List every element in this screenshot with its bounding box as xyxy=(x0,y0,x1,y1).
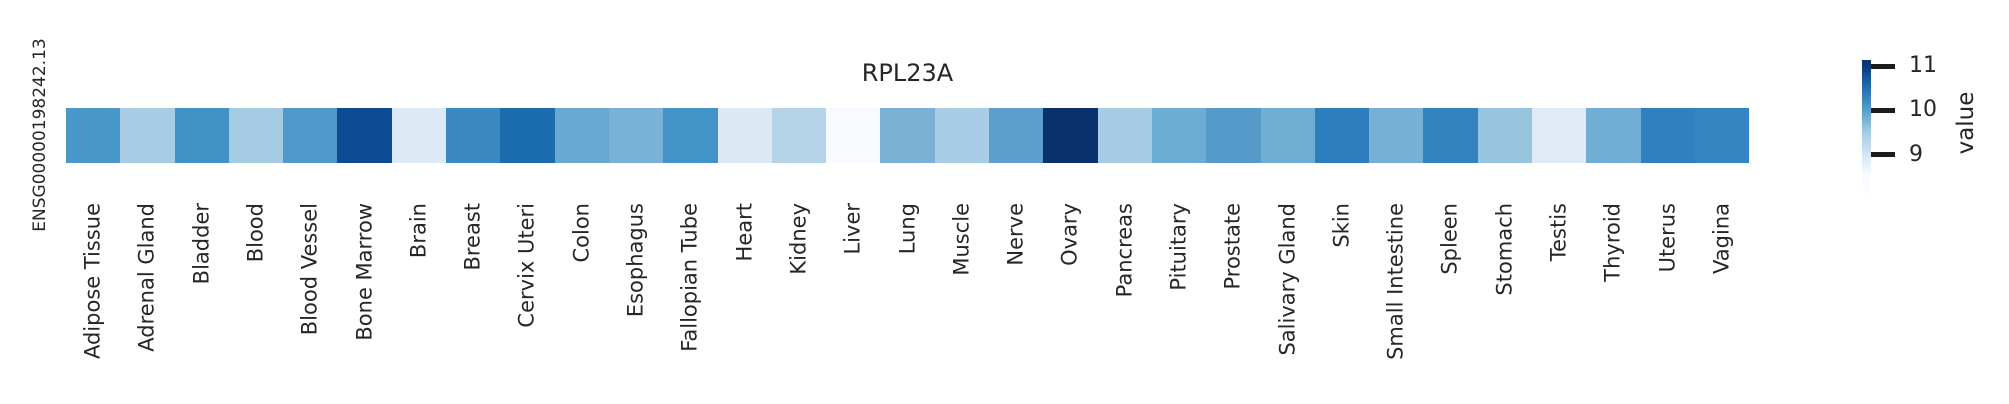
colorbar-tick-mark xyxy=(1871,63,1895,69)
heatmap-cell xyxy=(1532,108,1587,163)
x-tick-label: Blood xyxy=(243,203,268,263)
heatmap-cell xyxy=(771,108,827,163)
x-tick-label: Salivary Gland xyxy=(1275,203,1300,356)
heatmap-cell xyxy=(337,108,392,163)
heatmap-cell xyxy=(717,108,772,163)
heatmap-cell xyxy=(446,108,501,163)
heatmap-cell xyxy=(934,108,990,163)
x-tick-label: Ovary xyxy=(1057,203,1082,266)
heatmap-cell xyxy=(1369,108,1424,163)
heatmap-cell xyxy=(66,108,121,163)
colorbar-tick-label: 11 xyxy=(1909,53,1937,79)
x-tick-label: Testis xyxy=(1546,203,1571,262)
x-tick-label: Pituitary xyxy=(1166,203,1191,291)
x-tick-label: Small Intestine xyxy=(1383,203,1408,360)
chart-title: RPL23A xyxy=(861,59,954,87)
heatmap-cell xyxy=(1477,108,1533,163)
colorbar-tick-mark xyxy=(1871,152,1895,158)
x-tick-label: Adrenal Gland xyxy=(134,203,159,352)
heatmap-cell xyxy=(391,108,447,163)
x-tick-label: Vagina xyxy=(1709,203,1734,274)
heatmap-cell xyxy=(1314,108,1370,163)
colorbar-tick-label: 10 xyxy=(1909,97,1937,123)
x-tick-label: Skin xyxy=(1329,203,1354,248)
colorbar-gradient xyxy=(1862,60,1871,211)
heatmap-cell xyxy=(1586,108,1641,163)
x-tick-label: Heart xyxy=(732,203,757,262)
x-tick-label: Kidney xyxy=(786,203,811,275)
x-tick-label: Liver xyxy=(840,203,865,255)
x-tick-label: Lung xyxy=(895,203,919,255)
heatmap-cell xyxy=(1260,108,1315,163)
heatmap-cell xyxy=(663,108,718,163)
x-tick-label: Breast xyxy=(460,203,485,271)
heatmap-cell xyxy=(989,108,1044,163)
colorbar-value-label: value xyxy=(1953,91,1979,155)
heatmap-cell xyxy=(880,108,935,163)
colorbar-tick-mark xyxy=(1871,107,1895,113)
heatmap-row xyxy=(66,108,1750,163)
heatmap-cell xyxy=(1043,108,1098,163)
heatmap-cell xyxy=(120,108,175,163)
x-tick-label: Uterus xyxy=(1655,203,1680,273)
x-tick-label: Bone Marrow xyxy=(352,203,377,341)
heatmap-cell xyxy=(500,108,555,163)
y-axis-gene-id-label: ENSG00000198242.13 xyxy=(30,38,50,232)
heatmap-cell xyxy=(608,108,664,163)
x-tick-label: Nerve xyxy=(1003,203,1028,266)
x-tick-label: Spleen xyxy=(1437,203,1462,275)
x-tick-label: Brain xyxy=(406,203,431,259)
heatmap-cell xyxy=(1640,108,1695,163)
heatmap-cell xyxy=(228,108,284,163)
heatmap-cell xyxy=(1206,108,1261,163)
x-tick-label: Thyroid xyxy=(1600,203,1625,282)
heatmap-cell xyxy=(1694,108,1750,163)
x-tick-label: Cervix Uteri xyxy=(514,203,539,328)
x-tick-label: Muscle xyxy=(949,203,974,276)
x-tick-label: Esophagus xyxy=(623,203,648,318)
heatmap-cell xyxy=(826,108,881,163)
heatmap-cell xyxy=(174,108,229,163)
x-tick-label: Bladder xyxy=(189,203,214,285)
x-tick-label: Fallopian Tube xyxy=(677,203,702,352)
heatmap-cell xyxy=(1151,108,1207,163)
x-tick-label: Pancreas xyxy=(1112,203,1137,298)
colorbar-tick-label: 9 xyxy=(1909,141,1923,167)
x-tick-label: Blood Vessel xyxy=(297,203,322,336)
x-tick-label: Colon xyxy=(569,203,594,263)
heatmap-cell xyxy=(1423,108,1478,163)
x-tick-label: Stomach xyxy=(1492,203,1517,296)
heatmap-cell xyxy=(283,108,338,163)
x-tick-label: Adipose Tissue xyxy=(80,203,105,360)
x-tick-label: Prostate xyxy=(1220,203,1245,290)
heatmap-cell xyxy=(1097,108,1152,163)
heatmap-cell xyxy=(554,108,609,163)
